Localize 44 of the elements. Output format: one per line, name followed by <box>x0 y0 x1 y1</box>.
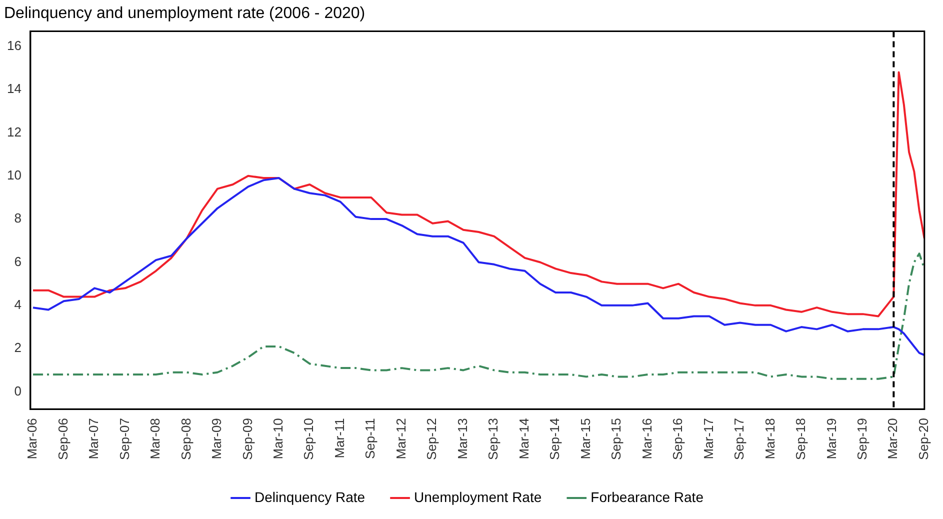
x-tick-label: Mar-06 <box>24 418 40 460</box>
x-tick-label: Mar-08 <box>148 418 163 460</box>
x-tick-label: Sep-09 <box>240 418 255 460</box>
line-series <box>32 252 924 380</box>
x-tick-label: Mar-18 <box>762 418 778 460</box>
y-tick-label: 0 <box>14 383 22 398</box>
y-tick-label: 4 <box>14 297 22 312</box>
x-tick-label: Sep-08 <box>178 418 194 460</box>
x-tick-label: Sep-17 <box>732 418 747 460</box>
chart-title: Delinquency and unemployment rate (2006 - 2020) <box>4 5 366 22</box>
x-tick-label: Sep-11 <box>362 418 378 460</box>
x-tick-label: Mar-20 <box>885 418 900 460</box>
legend-label: Delinquency Rate <box>254 488 366 505</box>
x-tick-label: Mar-19 <box>824 418 839 460</box>
y-tick-label: 2 <box>14 340 22 356</box>
x-tick-label: Mar-14 <box>516 418 532 460</box>
x-tick-label: Mar-11 <box>332 418 347 458</box>
y-tick-label: 12 <box>6 124 22 140</box>
x-tick-label: Sep-06 <box>55 418 70 460</box>
x-tick-label: Sep-13 <box>486 418 501 460</box>
x-tick-label: Mar-10 <box>270 418 286 460</box>
x-tick-label: Sep-16 <box>670 418 686 460</box>
x-tick-label: Sep-12 <box>424 418 440 460</box>
x-tick-label: Sep-10 <box>301 418 316 460</box>
x-tick-label: Mar-09 <box>209 418 224 460</box>
x-tick-label: Mar-15 <box>578 418 593 460</box>
y-tick-label: 16 <box>6 38 22 53</box>
x-tick-label: Sep-14 <box>547 418 562 460</box>
x-tick-label: Mar-13 <box>454 418 470 460</box>
legend-label: Unemployment Rate <box>414 488 542 505</box>
x-tick-label: Sep-20 <box>916 418 931 460</box>
x-tick-label: Sep-18 <box>793 418 808 460</box>
x-tick-label: Mar-17 <box>700 418 716 460</box>
x-tick-label: Mar-16 <box>639 418 654 460</box>
x-tick-label: Mar-07 <box>86 418 102 460</box>
y-tick-label: 14 <box>6 81 22 96</box>
y-tick-label: 8 <box>14 210 22 226</box>
y-tick-label: 10 <box>6 167 22 182</box>
y-tick-label: 6 <box>14 254 22 269</box>
legend-label: Forbearance Rate <box>590 488 704 505</box>
x-tick-label: Mar-12 <box>393 418 408 460</box>
x-tick-label: Sep-07 <box>116 418 132 460</box>
x-tick-label: Sep-19 <box>854 418 870 460</box>
x-tick-label: Sep-15 <box>608 418 624 460</box>
